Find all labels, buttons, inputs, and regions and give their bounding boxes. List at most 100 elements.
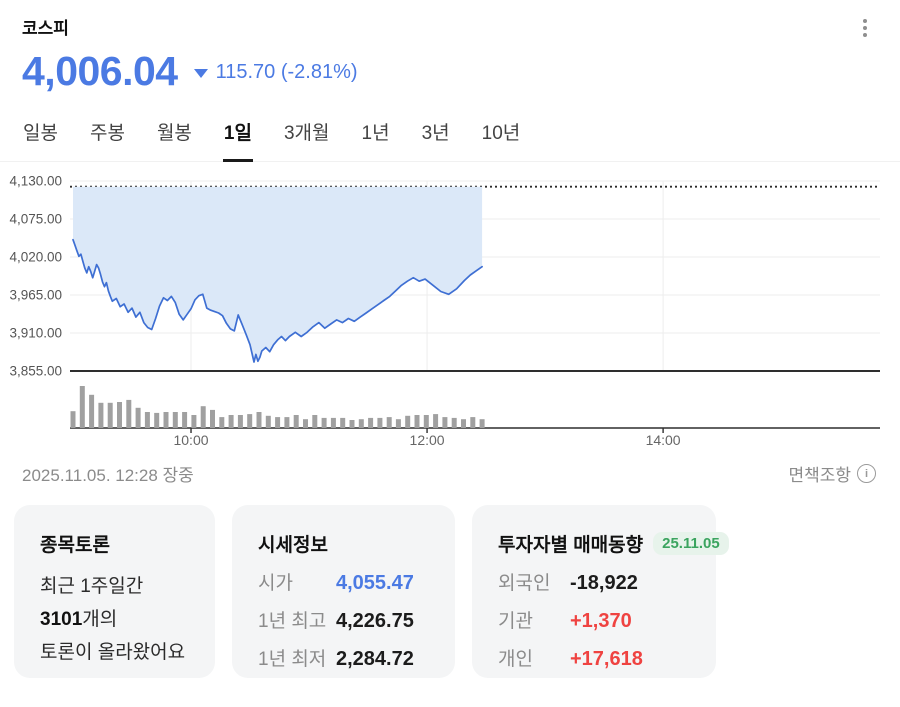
volume-bar — [479, 419, 485, 428]
investor-value: +1,370 — [570, 610, 632, 632]
x-axis-label: 12:00 — [410, 432, 445, 448]
volume-bar — [107, 402, 113, 428]
volume-bar — [284, 417, 290, 428]
disclaimer-link[interactable]: 면책조항 i — [788, 461, 876, 486]
volume-bar — [386, 417, 392, 428]
investor-rows: 외국인 -18,922 기관 +1,370 개인 +17,618 — [498, 568, 694, 671]
volume-bar — [293, 415, 299, 428]
kebab-menu-icon[interactable] — [856, 16, 874, 40]
volume-bar — [200, 406, 206, 428]
y-axis-label: 4,075.00 — [9, 212, 62, 227]
volume-bar — [303, 419, 308, 428]
market-timestamp: 2025.11.05. 12:28 장중 — [22, 466, 194, 485]
volume-bar — [256, 412, 262, 428]
tab-3년[interactable]: 3년 — [421, 123, 450, 144]
price-change: 115.70 (-2.81%) — [215, 61, 358, 83]
down-arrow-icon — [193, 69, 208, 78]
volume-bar — [182, 412, 188, 428]
quote-label: 1년 최저 — [258, 649, 327, 670]
y-axis-label: 3,965.00 — [9, 288, 62, 303]
investor-label: 외국인 — [498, 573, 551, 594]
period-tabs: 일봉 주봉 월봉 1일 3개월 1년 3년 10년 — [0, 114, 900, 162]
volume-bar — [423, 415, 429, 428]
quote-value: 4,226.75 — [336, 610, 414, 632]
volume-bar — [70, 411, 76, 428]
price-line — [72, 238, 483, 363]
info-icon: i — [857, 464, 876, 483]
tab-10년[interactable]: 10년 — [481, 123, 521, 144]
investor-card-title: 투자자별 매매동향 — [498, 535, 644, 556]
volume-bar — [191, 415, 197, 428]
volume-bar — [237, 415, 243, 428]
volume-bar — [340, 417, 346, 428]
quote-row: 1년 최고 4,226.75 — [258, 606, 433, 633]
summary-cards: 종목토론 최근 1주일간 3101개의 토론이 올라왔어요 시세정보 시가 4,0… — [0, 505, 900, 678]
volume-bar — [312, 415, 318, 428]
discussion-card-title: 종목토론 — [40, 535, 110, 556]
volume-bar — [154, 412, 160, 428]
volume-bar — [265, 415, 271, 428]
investor-value: -18,922 — [570, 572, 638, 594]
chart-area: 4,130.00 4,075.00 4,020.00 3,965.00 3,910.00… — [0, 168, 900, 457]
quote-info-card[interactable]: 시세정보 시가 4,055.47 1년 최고 4,226.75 1년 최저 2,284.7… — [232, 505, 455, 678]
discussion-card[interactable]: 종목토론 최근 1주일간 3101개의 토론이 올라왔어요 — [14, 505, 215, 678]
y-axis-label: 3,855.00 — [9, 364, 62, 379]
quote-row: 시가 4,055.47 — [258, 568, 433, 595]
quote-card-title: 시세정보 — [258, 535, 328, 556]
quote-row: 1년 최저 2,284.72 — [258, 644, 433, 671]
x-axis-label: 10:00 — [173, 432, 208, 448]
tab-1일[interactable]: 1일 — [222, 114, 253, 162]
volume-bar — [117, 402, 122, 428]
tab-일봉[interactable]: 일봉 — [23, 123, 58, 144]
volume-bar — [172, 412, 178, 428]
tab-월봉[interactable]: 월봉 — [156, 123, 192, 144]
quote-value: 4,055.47 — [336, 572, 414, 594]
volume-bar — [89, 394, 95, 428]
volume-bar — [321, 417, 327, 428]
investor-trend-card[interactable]: 투자자별 매매동향 25.11.05 외국인 -18,922 기관 +1,370 개인 +… — [472, 505, 729, 678]
discussion-count: 3101 — [40, 609, 83, 630]
current-price: 4,006.04 — [22, 48, 178, 94]
volume-bar — [470, 417, 476, 428]
status-row: 2025.11.05. 12:28 장중 면책조항 i — [0, 461, 900, 486]
price-row: 4,006.04 115.70 (-2.81%) — [22, 48, 878, 95]
volume-bar — [433, 414, 439, 428]
tab-1년[interactable]: 1년 — [361, 123, 390, 144]
header: 코스피 4,006.04 115.70 (-2.81%) — [0, 0, 900, 95]
y-axis-label: 3,910.00 — [9, 326, 62, 341]
volume-bar — [461, 419, 466, 428]
volume-bar — [451, 417, 457, 428]
quote-value: 2,284.72 — [336, 648, 414, 670]
y-axis-label: 4,130.00 — [9, 174, 62, 189]
tab-3개월[interactable]: 3개월 — [283, 123, 330, 144]
disclaimer-label: 면책조항 — [788, 466, 851, 485]
volume-bar — [349, 420, 355, 428]
volume-bar — [405, 415, 411, 428]
volume-bar — [126, 399, 132, 428]
quote-label: 1년 최고 — [258, 611, 327, 632]
price-chart[interactable]: 4,130.00 4,075.00 4,020.00 3,965.00 3,910.00… — [0, 168, 900, 452]
discussion-card-body: 최근 1주일간 3101개의 토론이 올라왔어요 — [40, 576, 186, 663]
tab-주봉[interactable]: 주봉 — [89, 123, 125, 144]
volume-bar — [219, 417, 225, 428]
volume-bar — [135, 407, 141, 428]
x-axis-label: 14:00 — [646, 432, 681, 448]
investor-label: 개인 — [498, 649, 533, 670]
volume-bar — [210, 409, 215, 428]
quote-rows: 시가 4,055.47 1년 최고 4,226.75 1년 최저 2,284.72 — [258, 568, 433, 671]
price-area-fill — [73, 186, 483, 362]
investor-value: +17,618 — [570, 648, 643, 670]
investor-label: 기관 — [498, 611, 533, 632]
quote-label: 시가 — [258, 573, 293, 594]
investor-row: 기관 +1,370 — [498, 606, 694, 633]
volume-bar — [247, 414, 253, 428]
volume-bar — [163, 412, 169, 428]
volume-bar — [79, 386, 85, 428]
y-axis-label: 4,020.00 — [9, 250, 62, 265]
volume-bar — [330, 417, 336, 428]
volume-bar — [442, 417, 448, 428]
volume-bar — [144, 412, 150, 428]
volume-bar — [98, 402, 104, 428]
page-title: 코스피 — [22, 19, 69, 38]
